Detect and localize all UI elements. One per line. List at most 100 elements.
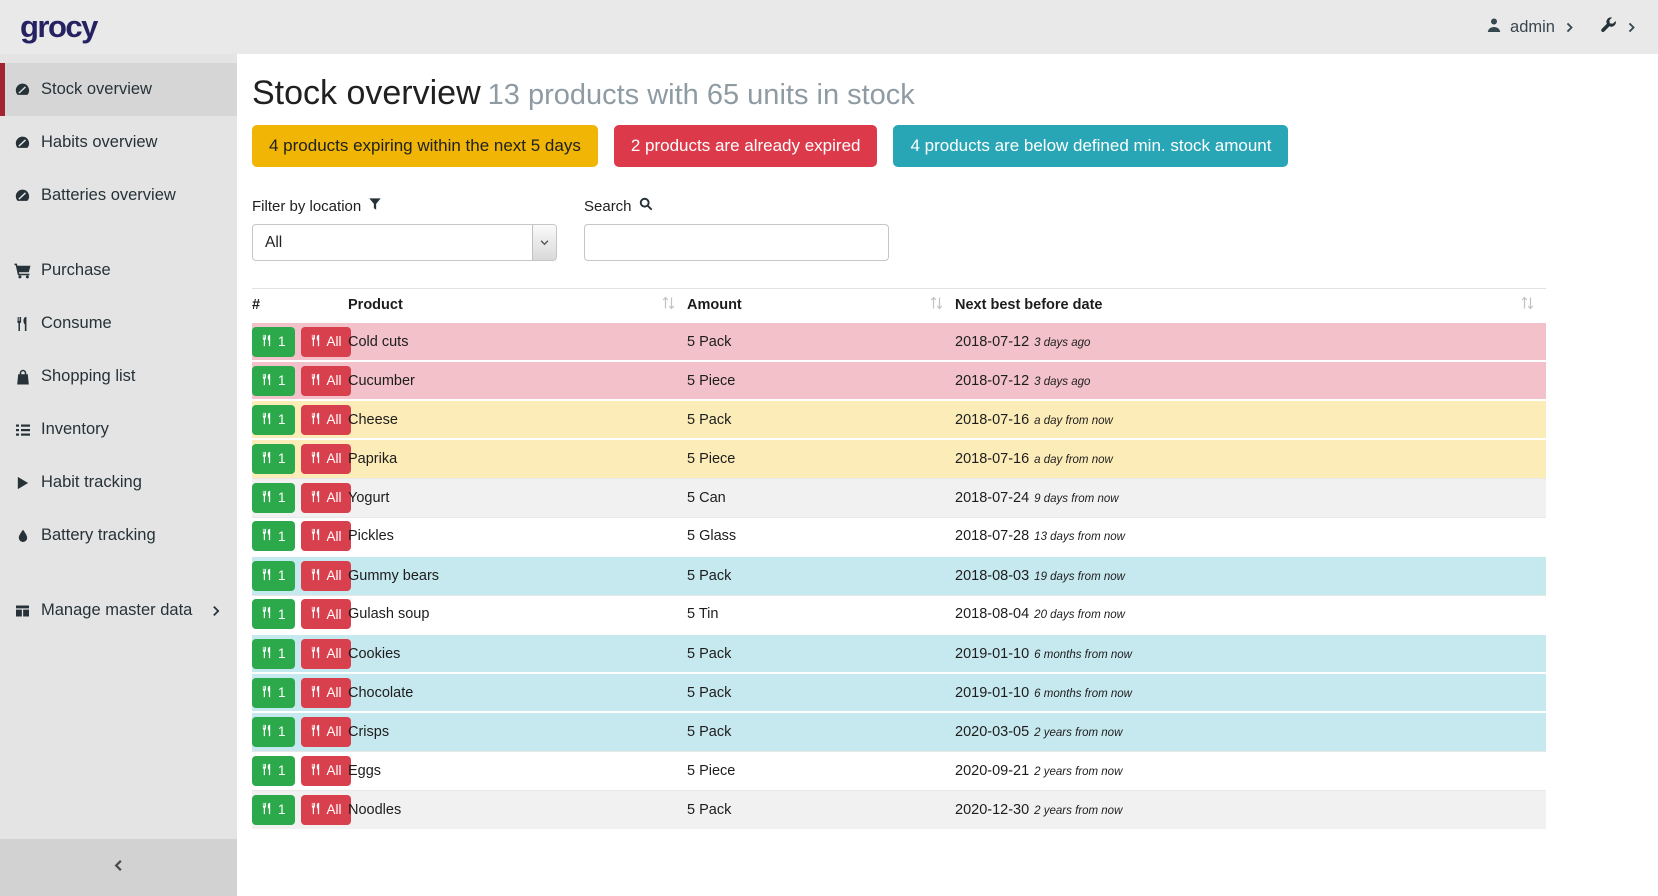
utensils-icon	[261, 724, 273, 740]
consume-one-button[interactable]: 1	[252, 795, 295, 825]
utensils-icon	[310, 685, 322, 701]
cart-icon	[14, 262, 31, 279]
sidebar-item-battery-tracking[interactable]: Battery tracking	[0, 509, 237, 562]
consume-all-button[interactable]: All	[301, 639, 351, 669]
consume-all-button[interactable]: All	[301, 561, 351, 591]
sidebar-item-consume[interactable]: Consume	[0, 297, 237, 350]
utensils-icon	[261, 802, 273, 818]
amount-cell: 5 Can	[687, 478, 955, 517]
consume-one-button[interactable]: 1	[252, 444, 295, 474]
expiring-products-badge[interactable]: 4 products expiring within the next 5 da…	[252, 125, 598, 167]
consume-all-button[interactable]: All	[301, 795, 351, 825]
utensils-icon	[261, 373, 273, 389]
date-cell: 2020-03-052 years from now	[955, 712, 1546, 751]
amount-cell: 5 Pack	[687, 556, 955, 595]
sidebar-item-habit-tracking[interactable]: Habit tracking	[0, 456, 237, 509]
stock-table: # Product Amount Next best before date 1…	[252, 288, 1546, 829]
location-select[interactable]: All	[252, 224, 557, 261]
product-cell: Chocolate	[348, 673, 687, 712]
consume-all-button[interactable]: All	[301, 599, 351, 629]
main-content: Stock overview13 products with 65 units …	[237, 54, 1658, 896]
page-title: Stock overview13 products with 65 units …	[252, 74, 1546, 113]
consume-one-button[interactable]: 1	[252, 756, 295, 786]
chevron-right-icon	[209, 604, 223, 618]
user-menu[interactable]: admin	[1486, 17, 1576, 38]
utensils-icon	[261, 685, 273, 701]
sidebar-item-label: Habits overview	[41, 133, 157, 152]
column-header-best-before[interactable]: Next best before date	[955, 289, 1546, 323]
expired-products-badge[interactable]: 2 products are already expired	[614, 125, 878, 167]
sidebar-item-stock-overview[interactable]: Stock overview	[0, 63, 237, 116]
table-row: 1 All Eggs 5 Piece 2020-09-212 years fro…	[252, 751, 1546, 790]
chevron-down-icon	[532, 225, 556, 260]
consume-one-button[interactable]: 1	[252, 521, 295, 551]
table-row: 1 All Cucumber 5 Piece 2018-07-123 days …	[252, 361, 1546, 400]
consume-one-button[interactable]: 1	[252, 405, 295, 435]
utensils-icon	[310, 412, 322, 428]
consume-all-button[interactable]: All	[301, 678, 351, 708]
sidebar-item-label: Stock overview	[41, 80, 152, 99]
consume-all-button[interactable]: All	[301, 521, 351, 551]
table-row: 1 All Gulash soup 5 Tin 2018-08-0420 day…	[252, 595, 1546, 634]
sidebar-item-purchase[interactable]: Purchase	[0, 244, 237, 297]
consume-all-button[interactable]: All	[301, 717, 351, 747]
consume-one-button[interactable]: 1	[252, 561, 295, 591]
consume-all-button[interactable]: All	[301, 366, 351, 396]
utensils-icon	[310, 606, 322, 622]
sidebar-item-label: Inventory	[41, 420, 109, 439]
consume-all-button[interactable]: All	[301, 483, 351, 513]
settings-menu[interactable]	[1600, 16, 1638, 38]
user-icon	[1486, 17, 1502, 38]
sidebar-item-habits-overview[interactable]: Habits overview	[0, 116, 237, 169]
amount-cell: 5 Pack	[687, 790, 955, 829]
amount-cell: 5 Pack	[687, 634, 955, 673]
consume-all-button[interactable]: All	[301, 327, 351, 357]
chevron-right-icon	[1563, 21, 1576, 34]
sidebar-item-batteries-overview[interactable]: Batteries overview	[0, 169, 237, 222]
consume-all-button[interactable]: All	[301, 756, 351, 786]
app-logo[interactable]: grocy	[20, 9, 97, 45]
tachometer-icon	[14, 134, 31, 151]
consume-one-button[interactable]: 1	[252, 717, 295, 747]
product-cell: Cheese	[348, 400, 687, 439]
product-cell: Cucumber	[348, 361, 687, 400]
product-cell: Pickles	[348, 517, 687, 556]
consume-all-button[interactable]: All	[301, 444, 351, 474]
sidebar-item-manage-master-data[interactable]: Manage master data	[0, 584, 237, 637]
amount-cell: 5 Piece	[687, 751, 955, 790]
search-filter: Search	[584, 197, 889, 261]
date-cell: 2019-01-106 months from now	[955, 673, 1546, 712]
amount-cell: 5 Glass	[687, 517, 955, 556]
below-min-stock-badge[interactable]: 4 products are below defined min. stock …	[893, 125, 1288, 167]
utensils-icon	[310, 334, 322, 350]
utensils-icon	[261, 490, 273, 506]
consume-all-button[interactable]: All	[301, 405, 351, 435]
bag-icon	[14, 369, 31, 385]
search-label: Search	[584, 198, 632, 215]
search-input[interactable]	[584, 224, 889, 261]
product-cell: Gummy bears	[348, 556, 687, 595]
amount-cell: 5 Tin	[687, 595, 955, 634]
date-cell: 2018-07-249 days from now	[955, 478, 1546, 517]
consume-one-button[interactable]: 1	[252, 327, 295, 357]
sidebar-item-shopping-list[interactable]: Shopping list	[0, 350, 237, 403]
column-header-amount[interactable]: Amount	[687, 289, 955, 323]
sidebar-collapse-button[interactable]	[0, 839, 237, 896]
consume-one-button[interactable]: 1	[252, 678, 295, 708]
sort-icon	[1521, 296, 1534, 314]
user-name: admin	[1510, 18, 1555, 37]
location-filter: Filter by location All	[252, 197, 557, 261]
sidebar-item-inventory[interactable]: Inventory	[0, 403, 237, 456]
utensils-icon	[310, 528, 322, 544]
chevron-right-icon	[1625, 21, 1638, 34]
table-row: 1 All Cookies 5 Pack 2019-01-106 months …	[252, 634, 1546, 673]
consume-one-button[interactable]: 1	[252, 483, 295, 513]
column-header-product[interactable]: Product	[348, 289, 687, 323]
consume-one-button[interactable]: 1	[252, 639, 295, 669]
table-row: 1 All Chocolate 5 Pack 2019-01-106 month…	[252, 673, 1546, 712]
consume-one-button[interactable]: 1	[252, 366, 295, 396]
consume-one-button[interactable]: 1	[252, 599, 295, 629]
utensils-icon	[310, 451, 322, 467]
utensils-icon	[261, 606, 273, 622]
utensils-icon	[261, 568, 273, 584]
